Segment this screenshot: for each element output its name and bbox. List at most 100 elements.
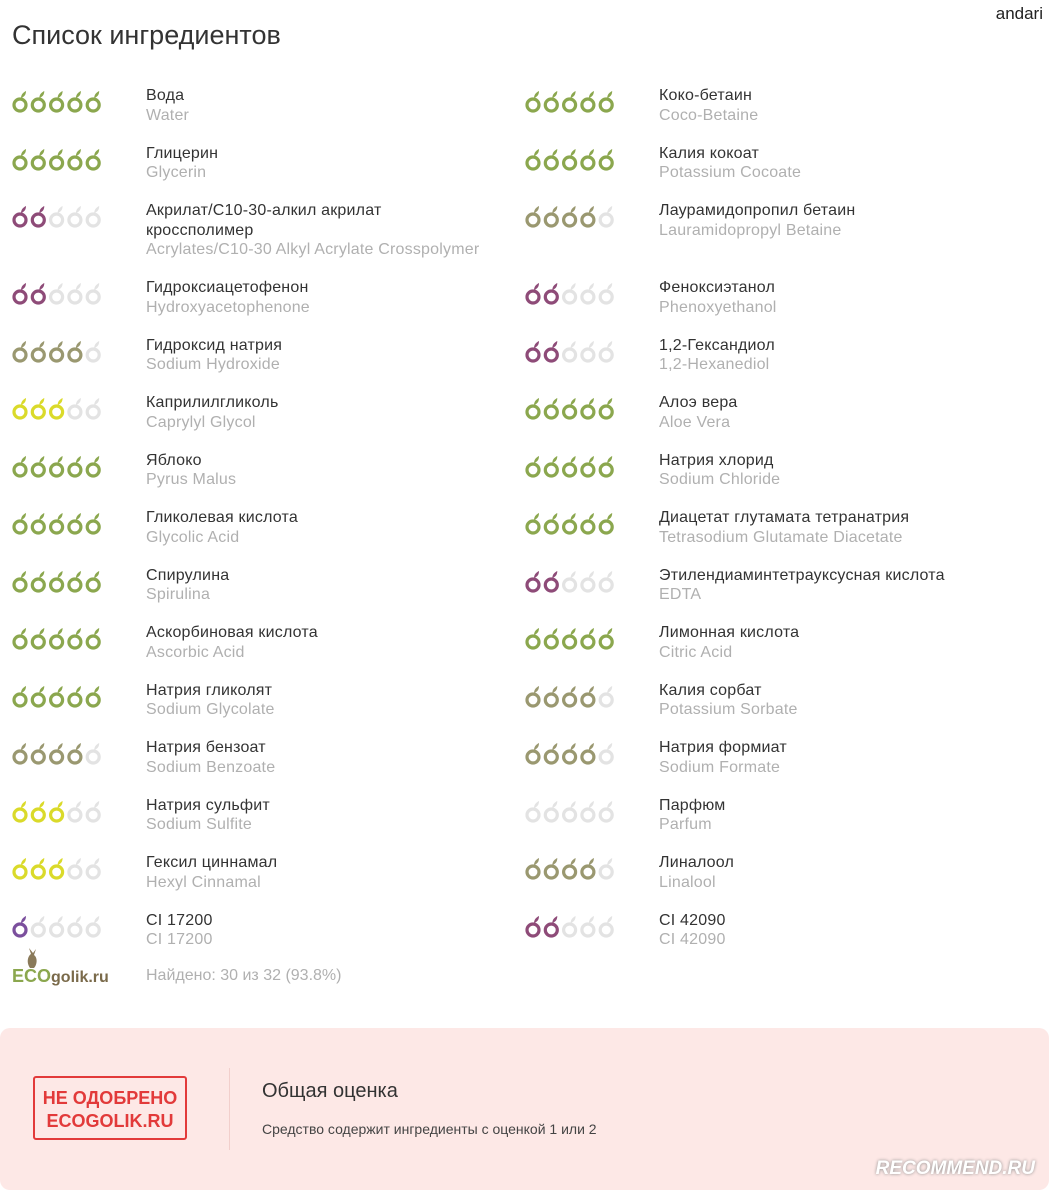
rating-icon	[580, 283, 596, 305]
ingredient-text: Аскорбиновая кислота Ascorbic Acid	[146, 623, 318, 662]
ingredient-inci: Potassium Cocoate	[659, 164, 802, 181]
icon-body	[85, 461, 101, 478]
username[interactable]: andari	[995, 4, 1043, 23]
icon-body	[561, 864, 578, 880]
rating	[525, 508, 659, 547]
icon-leaf	[534, 455, 539, 463]
icon-body	[543, 404, 559, 420]
ingredient: Натрия формиат Sodium Formate	[525, 738, 1042, 777]
icon-leaf	[552, 398, 558, 405]
rating-icon	[67, 340, 83, 363]
rating-icon	[67, 148, 83, 171]
ingredient-name: Натрия формиат	[659, 739, 787, 756]
rating-icon	[30, 743, 46, 765]
icon-leaf	[57, 915, 63, 923]
ingredient-inci: Caprylyl Glycol	[146, 413, 256, 431]
footer: ECOgolik.ru Найдено: 30 из 32 (93.8%)	[12, 948, 342, 987]
icon-leaf	[94, 915, 100, 923]
icon-body	[543, 864, 559, 880]
rating	[12, 853, 146, 892]
icon-leaf	[21, 455, 26, 463]
icon-body	[12, 404, 28, 420]
ingredient-name: Натрия бензоат	[146, 739, 266, 756]
ingredient: Натрия гликолят Sodium Glycolate	[12, 681, 525, 720]
rating-icon	[30, 206, 46, 228]
ingredient-name: Алоэ вера	[659, 394, 738, 411]
rating-icon	[561, 743, 578, 765]
found-count: Найдено: 30 из 32 (93.8%)	[146, 966, 342, 984]
icon-body	[561, 346, 578, 363]
icon-leaf	[570, 685, 576, 693]
rating-icon	[561, 685, 578, 708]
icon-leaf	[607, 340, 613, 348]
icon-leaf	[57, 148, 63, 156]
icon-leaf	[39, 570, 45, 578]
rating	[525, 86, 659, 125]
rating-icons	[525, 800, 614, 823]
ingredient: Гликолевая кислота Glycolic Acid	[12, 508, 525, 547]
rating-icon	[30, 398, 46, 420]
icon-leaf	[39, 398, 45, 405]
rating-icon	[48, 915, 65, 938]
ingredient-inci: Sodium Chloride	[659, 471, 781, 488]
icon-body	[30, 634, 46, 650]
icon-leaf	[94, 340, 100, 348]
rating-icon	[48, 800, 65, 823]
icon-leaf	[21, 800, 26, 808]
rating	[12, 566, 146, 605]
icon-leaf	[534, 340, 539, 348]
ingredient-text: Этилендиаминтетрауксусная кислота EDTA	[659, 566, 945, 605]
icon-leaf	[21, 628, 26, 635]
icon-leaf	[75, 455, 81, 463]
rating-icon	[598, 915, 614, 938]
icon-leaf	[552, 800, 558, 808]
icon-leaf	[607, 398, 613, 405]
rating	[12, 508, 146, 547]
rating	[525, 201, 659, 260]
icon-leaf	[21, 743, 26, 750]
icon-leaf	[588, 743, 594, 750]
rating-icon	[561, 800, 578, 823]
icon-leaf	[21, 398, 26, 405]
icon-body	[580, 921, 596, 938]
ingredient-text: Алоэ вера Aloe Vera	[659, 393, 738, 432]
icon-body	[598, 519, 614, 535]
icon-body	[30, 97, 46, 113]
rating-icon	[30, 91, 46, 113]
icon-leaf	[21, 283, 26, 290]
icon-leaf	[39, 915, 45, 923]
icon-body	[85, 154, 101, 171]
icon-leaf	[534, 91, 539, 98]
icon-body	[598, 154, 614, 171]
rating-icon	[561, 628, 578, 650]
icon-body	[48, 289, 65, 305]
ingredient-text: Каприлилгликоль Caprylyl Glycol	[146, 393, 278, 432]
rating-icons	[12, 685, 101, 708]
ingredient-text: CI 17200 CI 17200	[146, 911, 213, 950]
rating-icon	[598, 398, 614, 420]
icon-leaf	[75, 743, 81, 750]
icon-body	[67, 806, 83, 823]
rating-icon	[525, 800, 541, 823]
icon-leaf	[57, 283, 63, 290]
icon-leaf	[570, 800, 576, 808]
logo[interactable]: ECOgolik.ru	[12, 948, 146, 987]
icon-body	[30, 864, 46, 880]
rating-icon	[598, 570, 614, 593]
icon-body	[525, 289, 541, 305]
icon-body	[543, 634, 559, 650]
rating-icon	[598, 513, 614, 535]
icon-leaf	[570, 283, 576, 290]
ingredient-name: Натрия сульфит	[146, 796, 270, 814]
rating-icons	[525, 206, 614, 228]
icon-leaf	[534, 570, 539, 578]
rating-icon	[580, 91, 596, 113]
icon-body	[580, 289, 596, 305]
icon-body	[561, 154, 578, 171]
ingredient-text: Гидроксид натрия Sodium Hydroxide	[146, 336, 282, 375]
icon-body	[580, 806, 596, 823]
icon-body	[12, 864, 28, 880]
icon-body	[525, 921, 541, 938]
icon-leaf	[588, 340, 594, 348]
icon-body	[67, 864, 83, 880]
